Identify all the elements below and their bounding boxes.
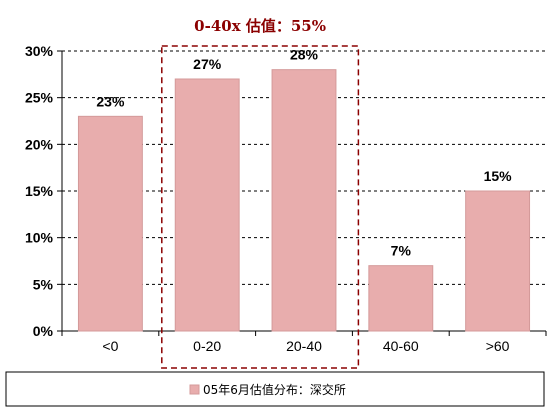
bar bbox=[174, 78, 240, 332]
legend-swatch bbox=[189, 384, 200, 395]
x-tick-label: <0 bbox=[102, 338, 118, 354]
legend: 05年6月估值分布：深交所 bbox=[5, 371, 545, 407]
data-label: 28% bbox=[290, 47, 319, 63]
y-tick-label: 5% bbox=[33, 276, 54, 292]
y-tick-label: 10% bbox=[25, 230, 54, 246]
y-tick-label: 25% bbox=[25, 90, 54, 106]
bar bbox=[465, 190, 531, 332]
data-label: 15% bbox=[484, 168, 513, 184]
bar bbox=[77, 115, 143, 332]
x-tick-label: 0-20 bbox=[193, 338, 221, 354]
y-tick-label: 0% bbox=[33, 323, 54, 339]
data-label: 23% bbox=[96, 93, 125, 109]
data-label: 27% bbox=[193, 56, 222, 72]
bar-series bbox=[77, 69, 531, 332]
x-tick-label: >60 bbox=[486, 338, 510, 354]
bar bbox=[271, 69, 337, 332]
y-tick-label: 20% bbox=[25, 136, 54, 152]
y-tick-label: 15% bbox=[25, 183, 54, 199]
x-tick-label: 40-60 bbox=[383, 338, 419, 354]
y-axis: 0% 5% 10% 15% 20% 25% 30% bbox=[25, 43, 63, 339]
annotation-text: 0-40x 估值：55% bbox=[194, 17, 326, 35]
legend-label: 05年6月估值分布：深交所 bbox=[203, 382, 346, 397]
data-label: 7% bbox=[391, 243, 412, 259]
data-labels: 23% 27% 28% 7% 15% bbox=[96, 47, 512, 259]
x-axis: <0 0-20 20-40 40-60 >60 bbox=[61, 330, 547, 354]
bar bbox=[368, 265, 434, 332]
legend-frame bbox=[5, 371, 545, 407]
x-tick-label: 20-40 bbox=[286, 338, 322, 354]
y-tick-label: 30% bbox=[25, 43, 54, 59]
